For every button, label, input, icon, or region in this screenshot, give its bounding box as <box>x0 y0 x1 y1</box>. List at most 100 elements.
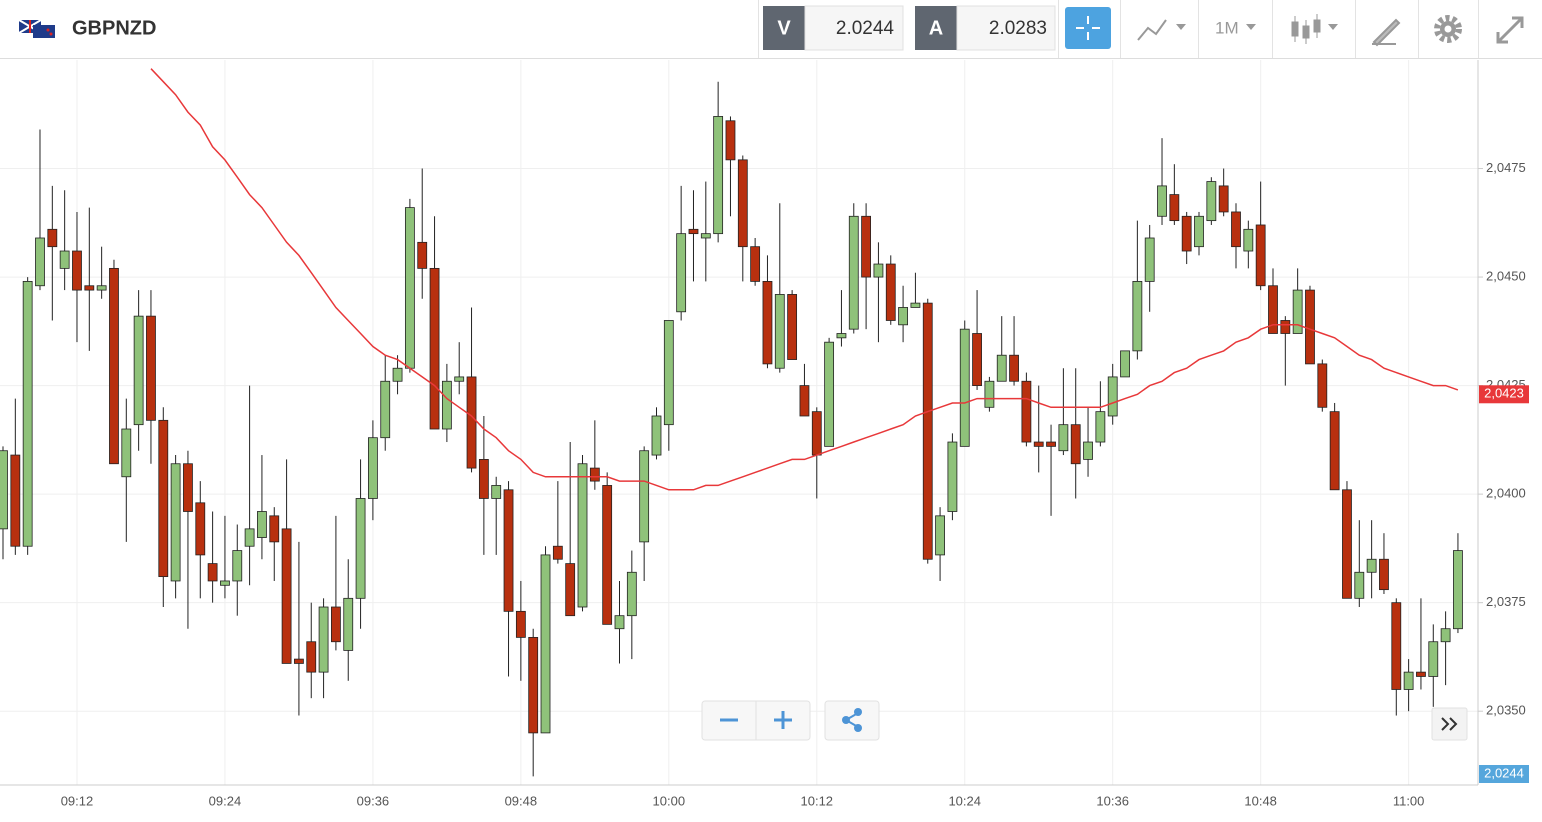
candle-body <box>331 606 341 643</box>
candle-body <box>1181 215 1192 252</box>
candle-body <box>35 237 45 287</box>
candle-body <box>96 285 107 291</box>
candle-body <box>811 411 822 456</box>
x-tick-label: 10:36 <box>1096 793 1129 808</box>
y-tick-label: 2,0450 <box>1486 269 1526 284</box>
candle-body <box>281 528 292 664</box>
sell-label[interactable]: V <box>777 17 791 39</box>
candle-body <box>503 489 514 612</box>
candle-body <box>935 515 945 556</box>
candle-body <box>799 385 810 417</box>
candle-body <box>1157 185 1167 217</box>
candle-body <box>1070 424 1081 465</box>
chart-type-button[interactable] <box>1137 19 1186 41</box>
candle-body <box>947 441 958 512</box>
candle-body <box>1440 628 1451 643</box>
candle-body <box>984 380 995 408</box>
candle-body <box>910 302 921 308</box>
candle-body <box>220 580 230 586</box>
candle-body <box>478 459 489 499</box>
candle-body <box>1095 411 1106 443</box>
candle-body <box>306 641 317 673</box>
zoom-controls[interactable] <box>701 700 811 741</box>
candle-body <box>22 281 33 547</box>
x-tick-label: 09:36 <box>357 793 390 808</box>
crosshair-button[interactable] <box>1065 7 1111 49</box>
candle-body <box>454 376 465 382</box>
sell-price: 2.0244 <box>836 18 895 39</box>
candle-body <box>565 563 576 617</box>
candle-body <box>774 294 785 369</box>
fullscreen-button[interactable] <box>1496 16 1524 44</box>
candle-body <box>1403 671 1414 690</box>
candle-body <box>1416 671 1426 677</box>
candle-body <box>207 563 218 582</box>
x-tick-label: 11:00 <box>1393 793 1425 808</box>
candle-body <box>1083 441 1093 460</box>
candle-body <box>109 267 119 465</box>
candle-body <box>392 367 403 382</box>
sell-button[interactable] <box>763 6 805 50</box>
buy-label[interactable]: A <box>929 17 943 39</box>
candle-body <box>269 515 280 543</box>
candle-body <box>1046 441 1056 447</box>
candle-body <box>1366 558 1377 573</box>
candle-body <box>688 228 699 235</box>
candle-body <box>577 463 588 608</box>
candle-body <box>1194 215 1204 248</box>
ma-price-tag-label: 2,0423 <box>1484 386 1524 401</box>
candle-body <box>417 241 428 269</box>
candle-body <box>1243 228 1254 252</box>
candle-body <box>1021 380 1032 443</box>
candle-style-button[interactable] <box>1291 14 1338 44</box>
draw-tool-button[interactable] <box>1372 18 1401 47</box>
candle-body <box>1453 550 1463 630</box>
candle-body <box>84 285 95 291</box>
candle-body <box>725 120 736 161</box>
candle-body <box>244 528 255 547</box>
x-tick-label: 10:48 <box>1244 793 1277 808</box>
candle-body <box>183 463 193 512</box>
x-tick-label: 10:00 <box>653 793 686 808</box>
candle-body <box>750 246 761 282</box>
candle-body <box>1342 489 1352 599</box>
candle-body <box>1058 424 1069 452</box>
candle-body <box>873 263 884 278</box>
candle-body <box>1120 350 1130 378</box>
share-button[interactable] <box>824 700 880 741</box>
candle-body <box>491 485 502 499</box>
candle-body <box>848 215 859 330</box>
candle-body <box>1280 320 1291 334</box>
x-tick-label: 09:24 <box>209 793 242 808</box>
candle-body <box>1428 641 1439 677</box>
candle-body <box>515 610 526 638</box>
candle-body <box>232 550 243 582</box>
candle-body <box>59 250 70 269</box>
candle-body <box>589 467 600 482</box>
candle-body <box>441 380 452 430</box>
candle-body <box>257 511 267 538</box>
candle-body <box>121 428 132 478</box>
scroll-end-button[interactable] <box>1431 707 1468 741</box>
candle-body <box>528 636 539 734</box>
candle-body <box>429 267 440 430</box>
buy-button[interactable] <box>915 6 957 50</box>
candle-body <box>713 116 724 235</box>
timeframe-arrow[interactable] <box>1246 24 1256 30</box>
candle-body <box>614 615 625 630</box>
candle-body <box>1206 181 1217 222</box>
candle-body <box>294 658 304 664</box>
y-tick-label: 2,0400 <box>1486 486 1526 501</box>
candle-body <box>170 463 181 582</box>
candle-body <box>1107 376 1118 417</box>
timeframe[interactable]: 1M <box>1215 18 1239 37</box>
candle-body <box>626 571 637 617</box>
candle-body <box>602 485 613 625</box>
candle-body <box>1169 194 1180 222</box>
settings-button[interactable] <box>1434 15 1462 43</box>
candle-body <box>898 307 908 326</box>
candle-body <box>1305 289 1315 365</box>
candle-body <box>133 315 144 426</box>
candle-body <box>651 415 662 456</box>
candle-body <box>318 606 329 673</box>
